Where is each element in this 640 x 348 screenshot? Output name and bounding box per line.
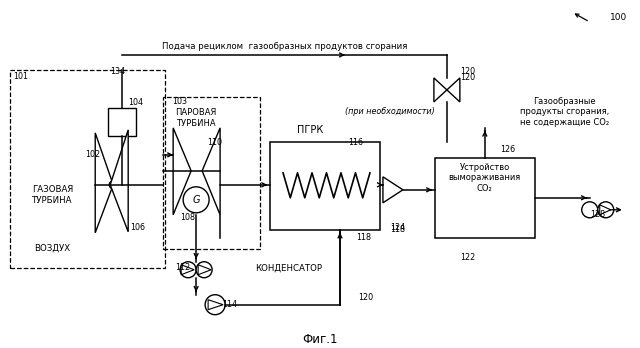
Text: КОНДЕНСАТОР: КОНДЕНСАТОР <box>255 263 322 272</box>
Text: G: G <box>193 195 200 205</box>
Bar <box>108 108 136 136</box>
Text: 124: 124 <box>390 223 405 232</box>
Text: 103: 103 <box>172 97 187 106</box>
Text: 118: 118 <box>356 233 371 242</box>
Text: 108: 108 <box>180 213 195 222</box>
Text: 128: 128 <box>590 210 605 219</box>
Text: ПАРОВАЯ
ТУРБИНА: ПАРОВАЯ ТУРБИНА <box>175 108 217 128</box>
Text: 120: 120 <box>460 68 475 77</box>
Text: 120: 120 <box>460 73 475 82</box>
Circle shape <box>109 181 117 189</box>
Text: ПГРК: ПГРК <box>297 125 323 135</box>
Circle shape <box>180 262 196 278</box>
Text: 106: 106 <box>130 223 145 232</box>
Text: 122: 122 <box>460 253 475 262</box>
Text: 116: 116 <box>348 139 363 147</box>
Polygon shape <box>110 130 128 232</box>
Text: Газообразные
продукты сгорания,
не содержащие CO₂: Газообразные продукты сгорания, не содер… <box>520 97 609 127</box>
Text: 102: 102 <box>85 150 100 159</box>
Text: ВОЗДУХ: ВОЗДУХ <box>34 243 70 252</box>
Text: 120: 120 <box>358 293 373 302</box>
Text: (при необходимости): (при необходимости) <box>345 108 435 116</box>
Polygon shape <box>383 177 403 203</box>
Text: 110: 110 <box>207 139 222 147</box>
Bar <box>270 142 380 230</box>
Text: 126: 126 <box>500 145 515 155</box>
Polygon shape <box>202 128 220 215</box>
Text: 134: 134 <box>110 68 125 77</box>
Text: Подача рециклом  газообразных продуктов сгорания: Подача рециклом газообразных продуктов с… <box>163 42 408 52</box>
Text: 112: 112 <box>175 263 190 272</box>
Text: 101: 101 <box>13 72 28 81</box>
Text: 104: 104 <box>128 98 143 108</box>
Text: Устройство
вымораживания
CO₂: Устройство вымораживания CO₂ <box>449 163 521 193</box>
Circle shape <box>183 187 209 213</box>
Circle shape <box>196 262 212 278</box>
Text: ГАЗОВАЯ
ТУРБИНА: ГАЗОВАЯ ТУРБИНА <box>31 185 73 205</box>
Polygon shape <box>95 133 113 233</box>
Text: 118: 118 <box>390 225 405 234</box>
Circle shape <box>598 202 614 218</box>
Bar <box>163 97 260 249</box>
Bar <box>10 70 165 268</box>
Bar <box>435 158 535 238</box>
Circle shape <box>582 202 598 218</box>
Polygon shape <box>173 128 191 215</box>
Text: 100: 100 <box>610 14 627 23</box>
Text: 114: 114 <box>222 300 237 309</box>
Text: Фиг.1: Фиг.1 <box>302 333 338 346</box>
Circle shape <box>205 295 225 315</box>
